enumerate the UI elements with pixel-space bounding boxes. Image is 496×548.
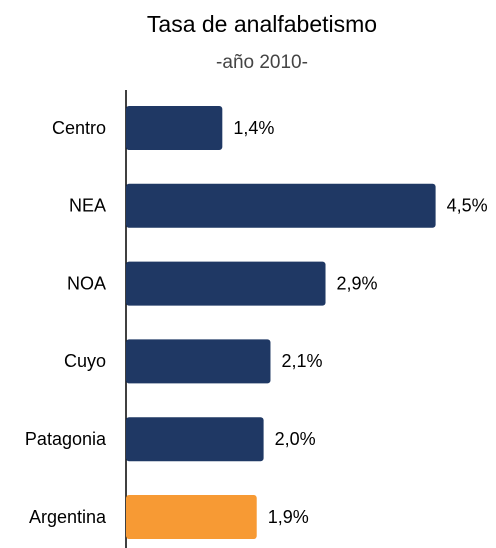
chart-subtitle: -año 2010- bbox=[216, 52, 308, 73]
bar bbox=[126, 261, 326, 306]
y-tick-label: Cuyo bbox=[64, 351, 106, 371]
bar bbox=[126, 339, 271, 384]
value-label: 2,9% bbox=[337, 273, 378, 293]
bar bbox=[126, 106, 223, 150]
value-label: 2,1% bbox=[281, 351, 322, 371]
y-tick-label: Patagonia bbox=[25, 429, 107, 449]
y-tick-label: NOA bbox=[67, 273, 106, 293]
value-label: 4,5% bbox=[447, 196, 488, 216]
y-tick-label: Centro bbox=[52, 118, 106, 138]
bar bbox=[126, 495, 257, 539]
bar bbox=[126, 417, 264, 462]
y-tick-label: Argentina bbox=[29, 507, 107, 527]
value-label: 1,9% bbox=[268, 507, 309, 527]
chart-title: Tasa de analfabetismo bbox=[147, 11, 377, 37]
bar bbox=[126, 183, 436, 228]
value-label: 2,0% bbox=[275, 429, 316, 449]
value-label: 1,4% bbox=[233, 118, 274, 138]
y-tick-label: NEA bbox=[69, 196, 106, 216]
